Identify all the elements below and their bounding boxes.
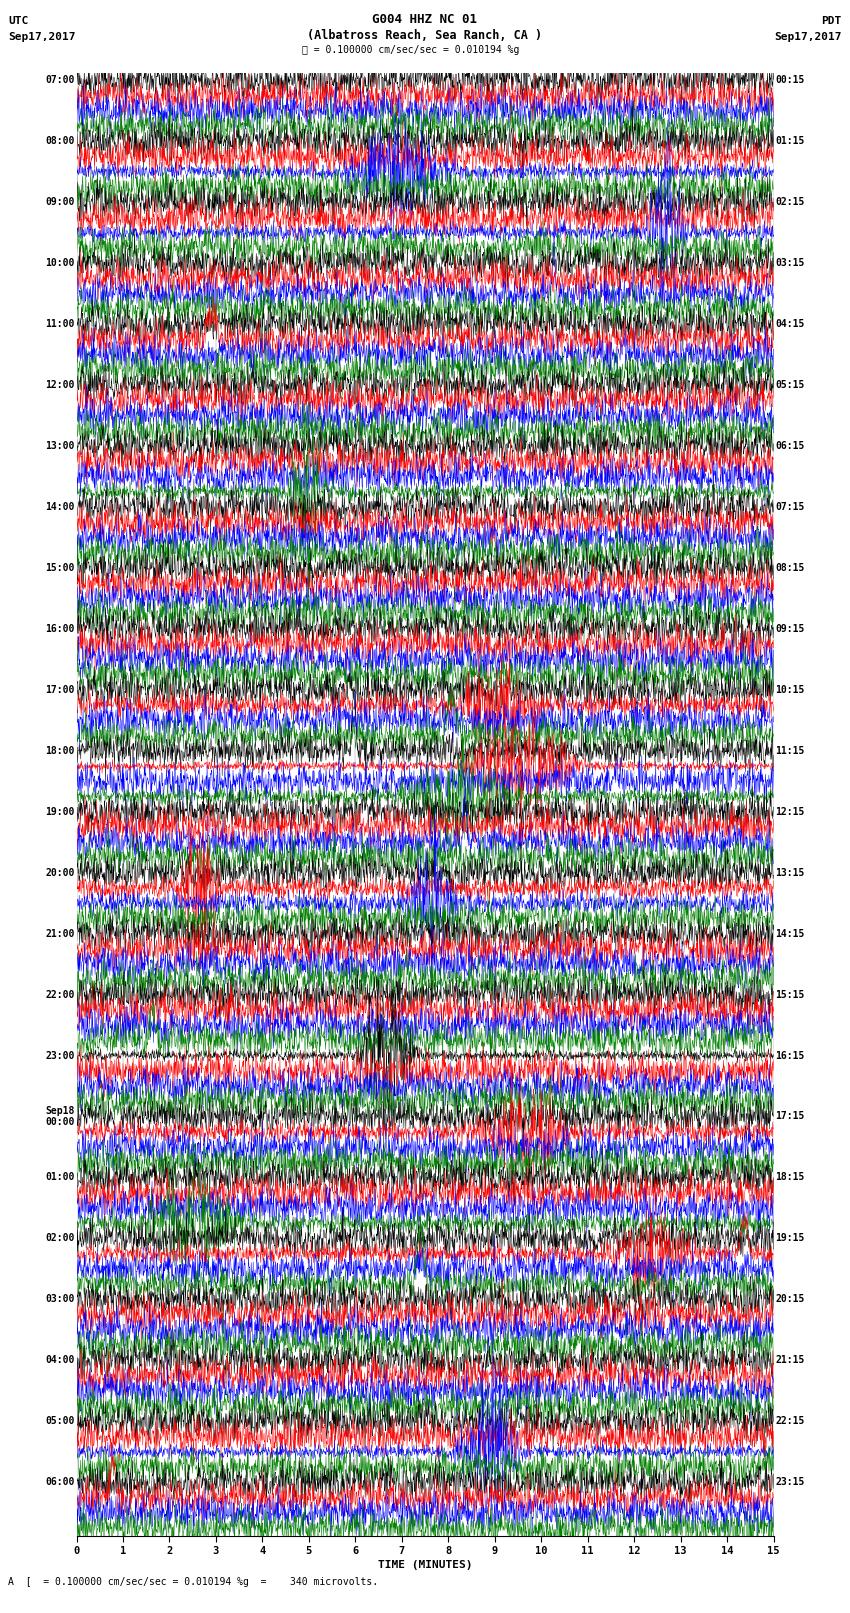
- Text: 21:00: 21:00: [45, 929, 75, 939]
- Text: 04:15: 04:15: [775, 319, 805, 329]
- Text: 19:15: 19:15: [775, 1234, 805, 1244]
- Text: 01:15: 01:15: [775, 135, 805, 147]
- Text: 22:00: 22:00: [45, 989, 75, 1000]
- Text: ⎵ = 0.100000 cm/sec/sec = 0.010194 %g: ⎵ = 0.100000 cm/sec/sec = 0.010194 %g: [302, 45, 519, 55]
- Text: 12:15: 12:15: [775, 806, 805, 816]
- Text: 19:00: 19:00: [45, 806, 75, 816]
- Text: 10:00: 10:00: [45, 258, 75, 268]
- Text: 22:15: 22:15: [775, 1416, 805, 1426]
- Text: 08:15: 08:15: [775, 563, 805, 573]
- Text: 20:15: 20:15: [775, 1294, 805, 1305]
- Text: 11:15: 11:15: [775, 745, 805, 756]
- Text: 09:00: 09:00: [45, 197, 75, 206]
- Text: 16:00: 16:00: [45, 624, 75, 634]
- Text: 01:00: 01:00: [45, 1173, 75, 1182]
- Text: 10:15: 10:15: [775, 686, 805, 695]
- Text: Sep17,2017: Sep17,2017: [8, 32, 76, 42]
- Text: UTC: UTC: [8, 16, 29, 26]
- Text: 04:00: 04:00: [45, 1355, 75, 1365]
- Text: 05:00: 05:00: [45, 1416, 75, 1426]
- Text: 06:15: 06:15: [775, 440, 805, 452]
- Text: Sep17,2017: Sep17,2017: [774, 32, 842, 42]
- Text: A  [  = 0.100000 cm/sec/sec = 0.010194 %g  =    340 microvolts.: A [ = 0.100000 cm/sec/sec = 0.010194 %g …: [8, 1578, 378, 1587]
- Text: 03:00: 03:00: [45, 1294, 75, 1305]
- Text: 07:15: 07:15: [775, 502, 805, 511]
- Text: (Albatross Reach, Sea Ranch, CA ): (Albatross Reach, Sea Ranch, CA ): [308, 29, 542, 42]
- Text: 02:15: 02:15: [775, 197, 805, 206]
- Text: 06:00: 06:00: [45, 1478, 75, 1487]
- Text: 18:15: 18:15: [775, 1173, 805, 1182]
- Text: 14:15: 14:15: [775, 929, 805, 939]
- Text: 15:15: 15:15: [775, 989, 805, 1000]
- X-axis label: TIME (MINUTES): TIME (MINUTES): [377, 1560, 473, 1569]
- Text: 17:00: 17:00: [45, 686, 75, 695]
- Text: 23:15: 23:15: [775, 1478, 805, 1487]
- Text: 15:00: 15:00: [45, 563, 75, 573]
- Text: 23:00: 23:00: [45, 1050, 75, 1060]
- Text: 07:00: 07:00: [45, 76, 75, 85]
- Text: 05:15: 05:15: [775, 381, 805, 390]
- Text: 14:00: 14:00: [45, 502, 75, 511]
- Text: Sep18
00:00: Sep18 00:00: [45, 1105, 75, 1127]
- Text: 11:00: 11:00: [45, 319, 75, 329]
- Text: 16:15: 16:15: [775, 1050, 805, 1060]
- Text: 20:00: 20:00: [45, 868, 75, 877]
- Text: 12:00: 12:00: [45, 381, 75, 390]
- Text: PDT: PDT: [821, 16, 842, 26]
- Text: 13:00: 13:00: [45, 440, 75, 452]
- Text: 18:00: 18:00: [45, 745, 75, 756]
- Text: 02:00: 02:00: [45, 1234, 75, 1244]
- Text: 17:15: 17:15: [775, 1111, 805, 1121]
- Text: 03:15: 03:15: [775, 258, 805, 268]
- Text: 09:15: 09:15: [775, 624, 805, 634]
- Text: 21:15: 21:15: [775, 1355, 805, 1365]
- Text: G004 HHZ NC 01: G004 HHZ NC 01: [372, 13, 478, 26]
- Text: 00:15: 00:15: [775, 76, 805, 85]
- Text: 08:00: 08:00: [45, 135, 75, 147]
- Text: 13:15: 13:15: [775, 868, 805, 877]
